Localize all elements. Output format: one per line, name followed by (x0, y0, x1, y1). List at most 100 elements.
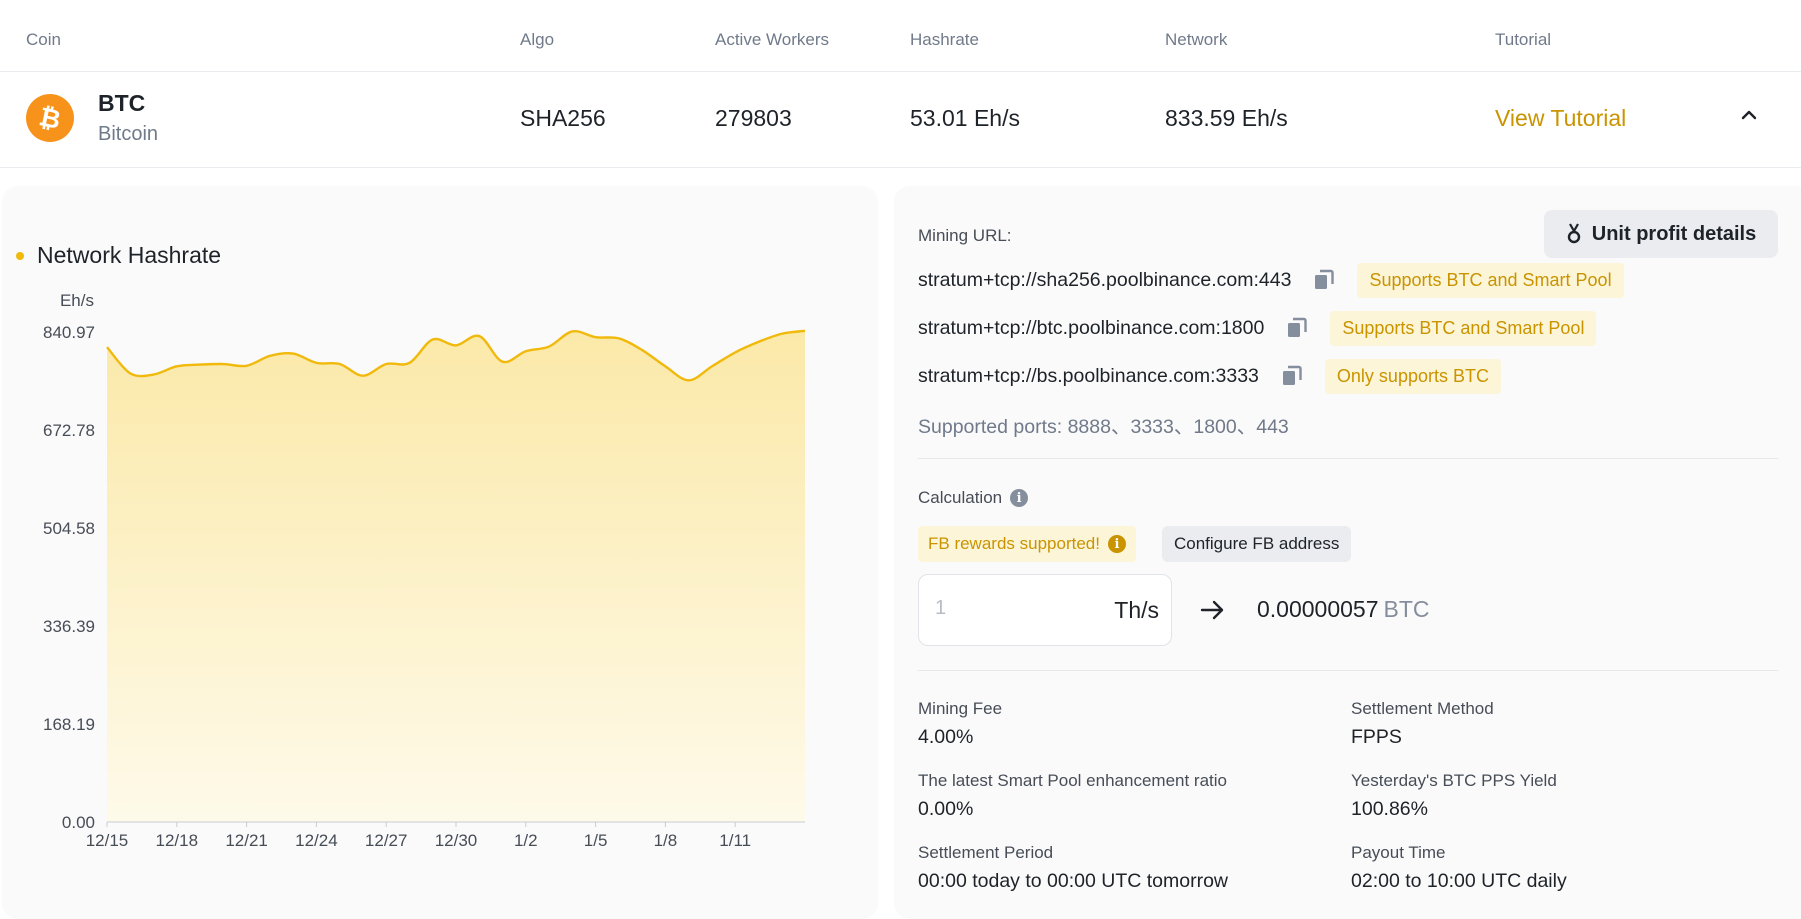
x-tick-label: 12/18 (156, 831, 199, 850)
mining-url-row: stratum+tcp://sha256.poolbinance.com:443… (918, 262, 1624, 298)
x-tick-label: 12/27 (365, 831, 408, 850)
pps-yield-label: Yesterday's BTC PPS Yield (1351, 771, 1557, 790)
chart-svg[interactable]: Eh/s840.97672.78504.58336.39168.190.0012… (2, 186, 878, 919)
data-point (733, 350, 737, 354)
supported-ports: Supported ports: 8888、3333、1800、443 (918, 416, 1289, 438)
data-point (477, 334, 481, 338)
table-row[interactable]: ₿ BTC Bitcoin SHA256 279803 53.01 Eh/s 8… (0, 72, 1801, 168)
x-tick-label: 12/30 (435, 831, 478, 850)
header-active-workers: Active Workers (715, 30, 829, 49)
x-tick-label: 12/15 (86, 831, 129, 850)
y-tick-label: 672.78 (43, 421, 95, 440)
y-tick-label: 168.19 (43, 715, 95, 734)
url-support-tag: Supports BTC and Smart Pool (1330, 310, 1597, 346)
data-point (407, 361, 411, 365)
mining-url-label: Mining URL: (918, 226, 1012, 245)
payout-time-value: 02:00 to 10:00 UTC daily (1351, 870, 1567, 892)
coin-symbol: BTC (98, 90, 146, 116)
hashrate-unit: Th/s (1114, 597, 1159, 623)
divider (918, 458, 1778, 459)
mining-url-row: stratum+tcp://bs.poolbinance.com:3333 On… (918, 358, 1501, 394)
unit-profit-details-button[interactable]: Unit profit details (1544, 210, 1778, 258)
data-point (198, 363, 202, 367)
header-algo: Algo (520, 30, 555, 49)
data-point (221, 362, 225, 366)
y-tick-label: 336.39 (43, 617, 95, 636)
y-tick-label: 840.97 (43, 323, 95, 342)
medal-icon (1567, 223, 1580, 244)
copy-icon[interactable] (1313, 269, 1335, 291)
smart-pool-ratio-value: 0.00% (918, 798, 974, 820)
algo-value: SHA256 (520, 105, 606, 131)
data-point (338, 362, 342, 366)
x-tick-label: 1/8 (654, 831, 678, 850)
data-point (780, 332, 784, 336)
data-point (128, 371, 132, 375)
data-point (501, 360, 505, 364)
data-point (756, 340, 760, 344)
hashrate-input-box[interactable]: Th/s (918, 574, 1172, 646)
info-icon[interactable]: i (1010, 489, 1029, 507)
calc-result-value: 0.00000057 (1257, 596, 1379, 622)
settlement-method-value: FPPS (1351, 726, 1402, 748)
legend-label: Network Hashrate (37, 242, 222, 268)
payout-time-label: Payout Time (1351, 843, 1446, 862)
data-point (710, 364, 714, 368)
data-point (268, 354, 272, 358)
data-point (245, 364, 249, 368)
y-axis-unit: Eh/s (60, 291, 94, 310)
network-hashrate-chart: Network Hashrate Eh/s 840.97 672.78 504.58 3… (2, 186, 878, 919)
data-point (454, 343, 458, 347)
calc-result-currency: BTC (1383, 596, 1430, 622)
calc-result: 0.00000057 BTC (1257, 596, 1430, 623)
hashrate-input[interactable] (935, 597, 1055, 620)
data-point (594, 335, 598, 339)
table-header: Coin Algo Active Workers Hashrate Networ… (0, 0, 1801, 72)
pps-yield-value: 100.86% (1351, 798, 1428, 820)
configure-fb-address-button[interactable]: Configure FB address (1162, 526, 1352, 562)
y-tick-label: 504.58 (43, 519, 95, 538)
mining-url: stratum+tcp://sha256.poolbinance.com:443 (918, 268, 1292, 291)
data-point (431, 338, 435, 342)
data-point (617, 336, 621, 340)
fb-rewards-text: FB rewards supported! (928, 534, 1100, 553)
data-point (663, 364, 667, 368)
settlement-method-label: Settlement Method (1351, 699, 1494, 718)
settlement-period-value: 00:00 today to 00:00 UTC tomorrow (918, 870, 1228, 892)
header-coin: Coin (26, 30, 61, 49)
chart-legend: Network Hashrate (16, 242, 221, 269)
network-value: 833.59 Eh/s (1165, 105, 1288, 131)
info-icon[interactable]: i (1107, 535, 1126, 553)
data-point (361, 374, 365, 378)
copy-icon[interactable] (1281, 365, 1303, 387)
header-tutorial: Tutorial (1495, 30, 1552, 49)
smart-pool-ratio-label: The latest Smart Pool enhancement ratio (918, 771, 1227, 790)
view-tutorial-link[interactable]: View Tutorial (1495, 105, 1627, 131)
x-tick-label: 1/2 (514, 831, 538, 850)
mining-url: stratum+tcp://bs.poolbinance.com:3333 (918, 364, 1259, 387)
mining-fee-value: 4.00% (918, 726, 974, 748)
data-point (152, 373, 156, 377)
hashrate-value: 53.01 Eh/s (910, 105, 1020, 131)
mining-url-row: stratum+tcp://btc.poolbinance.com:1800 S… (918, 310, 1597, 346)
data-point (803, 329, 807, 333)
data-point (547, 345, 551, 349)
coin-name: Bitcoin (98, 123, 159, 145)
x-tick-label: 12/21 (225, 831, 268, 850)
mining-info-panel: Unit profit details Mining URL: stratum+… (894, 186, 1801, 919)
mining-fee-label: Mining Fee (918, 699, 1003, 718)
copy-icon[interactable] (1286, 317, 1308, 339)
x-tick-label: 1/5 (584, 831, 608, 850)
chevron-up-icon[interactable] (1738, 104, 1760, 126)
x-tick-label: 1/11 (719, 831, 751, 850)
calculation-text: Calculation (918, 488, 1003, 507)
x-tick-label: 12/24 (295, 831, 338, 850)
settlement-period-label: Settlement Period (918, 843, 1054, 862)
mining-url: stratum+tcp://btc.poolbinance.com:1800 (918, 316, 1265, 339)
fb-rewards-tag: FB rewards supported! i (918, 526, 1136, 562)
divider (918, 670, 1778, 671)
header-hashrate: Hashrate (910, 30, 979, 49)
data-point (105, 345, 109, 349)
series-line (106, 329, 806, 382)
y-tick-label: 0.00 (62, 813, 95, 832)
